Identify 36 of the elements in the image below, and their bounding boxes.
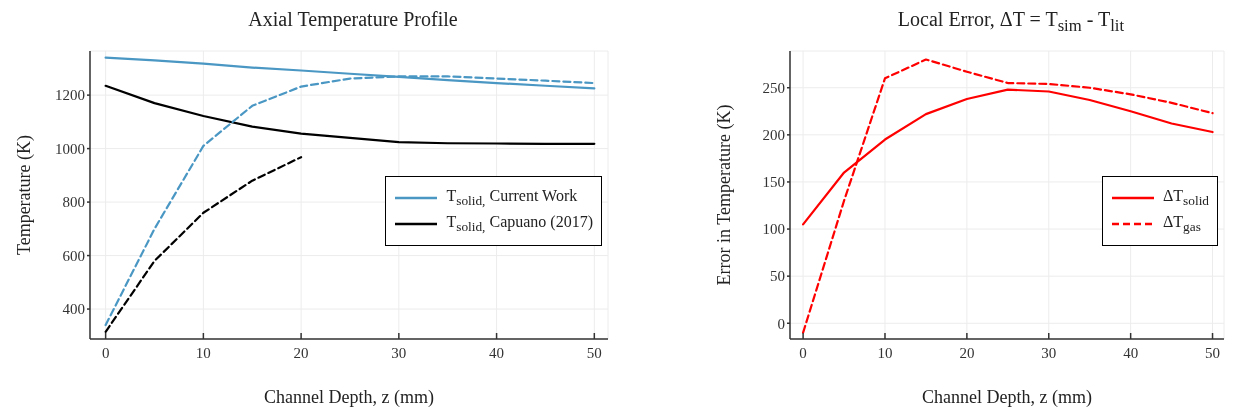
y-tick-label: 800 (62, 194, 85, 211)
x-tick-label: 10 (195, 344, 211, 361)
x-tick-label: 40 (489, 344, 505, 361)
x-axis-title: Channel Depth, z (mm) (264, 387, 434, 408)
x-tick-label: 30 (391, 344, 407, 361)
x-axis-title: Channel Depth, z (mm) (922, 387, 1092, 408)
chart-title: Local Error, ΔT = T$_{sim}$ - T$_{lit}$ (896, 8, 1126, 36)
y-tick-label: 400 (62, 301, 85, 318)
y-tick-label: 1200 (55, 87, 85, 104)
y-tick-label: 600 (62, 247, 85, 264)
line-series (802, 58, 1214, 334)
y-tick-label: 150 (762, 174, 785, 191)
x-tick-label: 50 (1205, 344, 1221, 361)
x-tick-label: 50 (586, 344, 602, 361)
y-axis-title: Temperature (K) (14, 134, 36, 256)
y-tick-label: 100 (762, 221, 785, 238)
y-tick-label: 200 (762, 127, 785, 144)
y-tick-label: 0 (777, 315, 785, 332)
legend-label: ΔT$_{gas}$ (1163, 213, 1201, 236)
x-tick-label: 0 (799, 344, 807, 361)
legend-label: T$_{solid,}$ Capuano (2017) (446, 213, 593, 236)
chart-title: Axial Temperature Profile (247, 8, 459, 31)
x-tick-label: 20 (959, 344, 975, 361)
legend-label: T$_{solid,}$ Current Work (446, 187, 578, 210)
y-tick-label: 250 (762, 80, 785, 97)
x-tick-label: 40 (1123, 344, 1139, 361)
legend-label: ΔT$_{solid}$ (1163, 187, 1209, 210)
x-tick-label: 10 (877, 344, 893, 361)
x-tick-label: 0 (101, 344, 110, 361)
y-axis-title: Error in Temperature (K) (714, 104, 736, 286)
x-tick-label: 30 (1041, 344, 1057, 361)
x-tick-label: 20 (293, 344, 309, 361)
y-tick-label: 50 (770, 268, 785, 285)
line-series (104, 84, 596, 145)
line-series (104, 156, 303, 333)
y-tick-label: 1000 (55, 140, 85, 157)
